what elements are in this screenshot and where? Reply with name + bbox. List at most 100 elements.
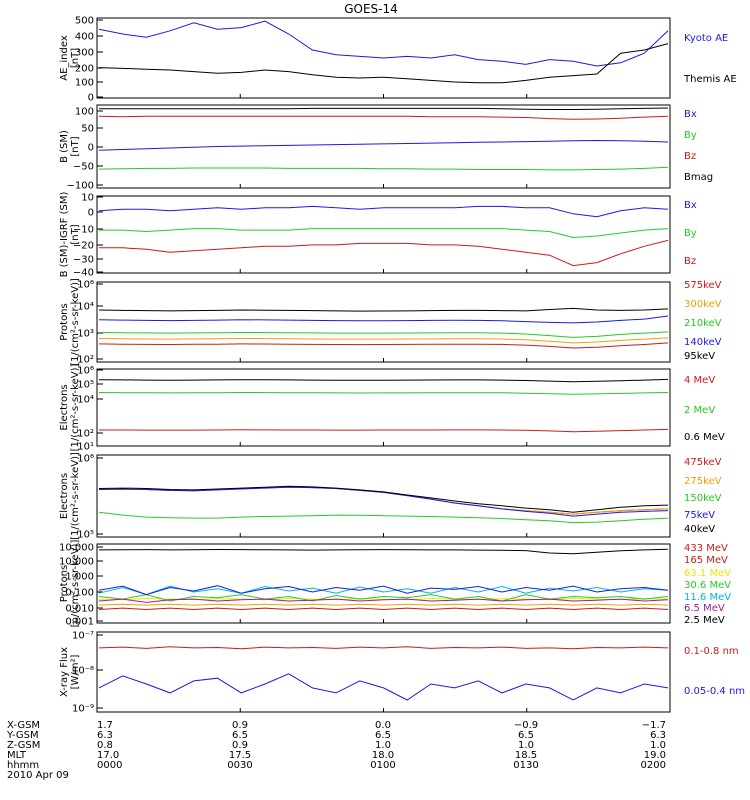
y-axis-unit: [nT] — [70, 224, 81, 244]
ephemeris-value: 0.9 — [232, 740, 248, 751]
ephemeris-value: 6.5 — [518, 730, 534, 741]
legend-item: 6.5 MeV — [684, 603, 725, 614]
ephemeris-row-label: Z-GSM — [7, 740, 40, 751]
series-line-by — [98, 166, 669, 171]
chart-title: GOES-14 — [344, 2, 398, 16]
y-tick-label: 0.010 — [65, 604, 94, 615]
series-line-2-5-mev-flux- — [98, 548, 669, 555]
y-tick-label: 10² — [77, 429, 94, 440]
y-tick-label: 0.100 — [65, 588, 94, 599]
y-tick-label: 400 — [75, 32, 94, 43]
panel-8: 10⁻⁷ 10⁻⁸ 10⁻⁹X-ray Flux [W/m²] 0.1-0.8 nm 0.… — [59, 631, 745, 715]
legend-item: 300keV — [684, 299, 722, 310]
y-axis-label: AE_index — [59, 35, 70, 81]
ephemeris-value: 0130 — [513, 760, 538, 771]
ephemeris-value: 6.3 — [650, 730, 666, 741]
series-line-bz — [98, 115, 669, 120]
ephemeris-value: −1.7 — [642, 720, 666, 731]
y-axis-unit: [nT] — [70, 48, 81, 68]
y-tick-label: 10⁵ — [77, 530, 94, 541]
series-line-40kev — [98, 485, 669, 513]
legend-item: 165 MeV — [684, 555, 728, 566]
series-line-95kev — [98, 307, 669, 312]
y-axis-label: Protons — [59, 565, 70, 602]
ephemeris-value: 0100 — [370, 760, 395, 771]
y-tick-label: 300 — [75, 48, 94, 59]
ephemeris-value: 6.3 — [97, 730, 113, 741]
panel-frame — [96, 631, 671, 713]
y-tick-label: 10.000 — [59, 557, 94, 568]
series-line-0-05-0-4-nm — [98, 673, 669, 701]
series-line-0-1-0-8-nm — [98, 646, 669, 650]
legend-item: 11.6 MeV — [684, 592, 731, 603]
y-tick-label: 10⁻⁷ — [72, 631, 94, 642]
series-line-by — [99, 228, 669, 239]
ephemeris-row-label: Y-GSM — [6, 730, 39, 741]
series-line-165-mev — [98, 603, 669, 606]
y-tick-label: 1.000 — [65, 572, 94, 583]
series-line-150kev — [98, 511, 669, 524]
y-tick-label: 10³ — [77, 329, 94, 340]
series-line-575kev — [98, 342, 669, 349]
panel-7: 10.000 10.000 1.000 0.100 0.010 0.001 Protons[… — [59, 540, 731, 628]
ephemeris-value: 1.7 — [97, 720, 113, 731]
ephemeris-row-label: 2010 Apr 09 — [7, 770, 69, 781]
series-line-11-6-mev — [98, 585, 669, 596]
panel-3: 10 0 −10 −20 −30 −40B (SM)-IGRF (SM) [nT] Bx By B… — [59, 192, 697, 279]
y-tick-label: −100 — [67, 181, 94, 192]
legend-item: 30.6 MeV — [684, 580, 731, 591]
y-tick-label: 10⁴ — [77, 395, 94, 406]
y-tick-label: 50 — [81, 124, 94, 135]
panel-2: 100 50 0 −50 −100 B (SM) [nT] Bx By Bz Bmag — [59, 104, 713, 192]
y-tick-label: 0 — [88, 208, 94, 219]
legend-item: 0.1-0.8 nm — [684, 646, 739, 657]
series-line-30-6-mev — [98, 594, 669, 602]
y-axis-label: B (SM)-IGRF (SM) — [59, 192, 70, 278]
y-tick-label: 500 — [75, 16, 94, 27]
panel-frame — [96, 543, 671, 624]
legend-item: Bmag — [684, 172, 713, 183]
panel-frame — [96, 104, 671, 189]
y-tick-label: 200 — [75, 64, 94, 75]
ephemeris-value: 0.0 — [375, 720, 391, 731]
series-line-0-6-mev — [98, 378, 669, 383]
y-tick-label: 10 — [81, 193, 94, 204]
y-tick-label: −40 — [73, 268, 94, 279]
panel-6: 10⁶ 10⁵ Electrons [1/(cm²-s-sr-keV)] 475keV 2… — [59, 452, 722, 540]
legend-item: Bz — [684, 256, 696, 267]
y-tick-label: 100 — [75, 107, 94, 118]
ephemeris-value: 1.0 — [375, 740, 391, 751]
ephemeris-value: 17.5 — [229, 750, 251, 761]
series-line-433-mev — [98, 607, 669, 611]
y-tick-label: 10⁴ — [77, 302, 94, 313]
series-line-2-mev — [98, 391, 669, 395]
y-axis-unit: [nT] — [70, 136, 81, 156]
legend-item: 0.6 MeV — [684, 432, 725, 443]
series-line-300kev — [98, 337, 669, 344]
ephemeris-row-label: X-GSM — [7, 720, 40, 731]
panel-1: 500 400 300 200 100 0 AE_index [nT] Kyoto AE Them… — [59, 16, 737, 104]
y-tick-label: 10⁶ — [77, 454, 94, 465]
legend-item: Bz — [684, 151, 696, 162]
series-line-140kev — [98, 315, 669, 324]
legend-item: Bx — [684, 109, 697, 120]
ephemeris-value: −0.9 — [514, 720, 538, 731]
ephemeris-value: 17.0 — [97, 750, 119, 761]
legend-item: 95keV — [684, 351, 715, 362]
series-line-bx — [98, 139, 669, 151]
y-axis-label: Electrons — [59, 384, 70, 430]
panel-5: 10⁶ 10⁵ 10⁴ 10² 10¹ Electrons [1/(cm²-s-sr-keV… — [59, 364, 725, 453]
ephemeris-value: 0030 — [227, 760, 252, 771]
y-axis-label: B (SM) — [59, 130, 70, 163]
legend-item: 75keV — [684, 510, 715, 521]
legend-item: Bx — [684, 200, 697, 211]
y-tick-label: −10 — [73, 225, 94, 236]
ephemeris-row-label: MLT — [7, 750, 27, 761]
legend-item: 433 MeV — [684, 543, 728, 554]
y-tick-label: 10.000 — [59, 543, 94, 554]
ephemeris-value: 6.5 — [232, 730, 248, 741]
y-axis-unit: [1/(cm²-s-sr-keV)] — [70, 278, 81, 366]
y-tick-label: 0 — [88, 143, 94, 154]
